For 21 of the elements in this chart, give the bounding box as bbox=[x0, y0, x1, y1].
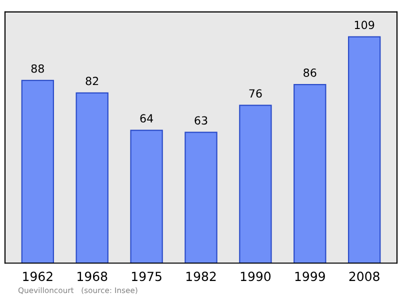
bar bbox=[348, 36, 381, 264]
bar bbox=[184, 132, 218, 264]
x-tick-label: 1962 bbox=[23, 272, 52, 282]
data-label: 76 bbox=[249, 89, 262, 98]
bar bbox=[76, 92, 108, 264]
x-tick-label: 1968 bbox=[78, 272, 108, 282]
x-tick-label: 2008 bbox=[349, 272, 380, 282]
data-label: 63 bbox=[194, 116, 208, 125]
x-tick-label: 1975 bbox=[132, 272, 162, 282]
bar bbox=[294, 84, 326, 264]
x-tick-label: 1982 bbox=[186, 272, 216, 282]
data-label: 82 bbox=[86, 76, 98, 86]
bar bbox=[130, 130, 163, 264]
data-label: 64 bbox=[140, 114, 153, 123]
data-label: 86 bbox=[304, 68, 316, 77]
data-label: 109 bbox=[354, 20, 374, 30]
bar bbox=[239, 104, 272, 264]
x-tick-label: 1990 bbox=[240, 272, 271, 282]
x-tick-label: 1999 bbox=[295, 272, 325, 282]
bar bbox=[21, 80, 54, 264]
data-label: 88 bbox=[31, 64, 44, 73]
